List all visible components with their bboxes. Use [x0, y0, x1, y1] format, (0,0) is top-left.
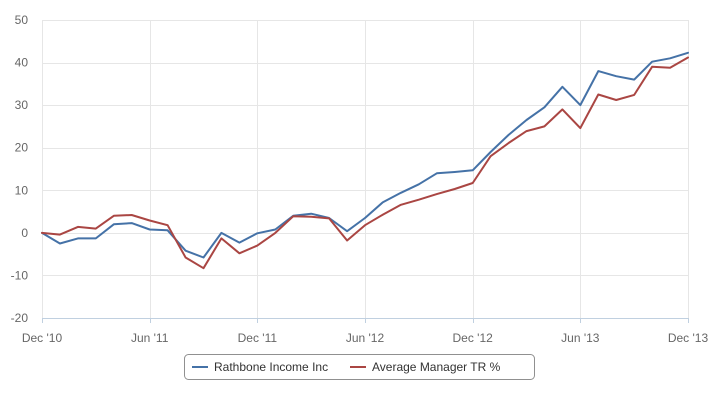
x-tick-label: Jun '12 [346, 331, 385, 345]
legend-label-1[interactable]: Average Manager TR % [372, 360, 501, 374]
y-tick-label: 40 [15, 56, 29, 70]
y-axis: -20 -10 0 10 20 30 40 50 [11, 13, 29, 325]
series-line-0 [41, 51, 689, 259]
y-tick-label: 10 [15, 183, 29, 197]
series-lines [41, 51, 689, 270]
y-tick-label: 0 [21, 226, 28, 240]
x-tick-label: Dec '13 [668, 331, 709, 345]
y-tick-label: 50 [15, 13, 29, 27]
series-line-1 [41, 56, 689, 270]
y-tick-label: -20 [11, 311, 29, 325]
x-axis: Dec '10 Jun '11 Dec '11 Jun '12 Dec '12 Jun '… [22, 318, 709, 345]
x-tick-label: Dec '11 [238, 331, 278, 345]
y-tick-label: 30 [15, 98, 29, 112]
y-tick-label: -10 [11, 268, 29, 282]
x-tick-label: Dec '12 [453, 331, 494, 345]
legend-label-0[interactable]: Rathbone Income Inc [214, 360, 328, 374]
y-tick-label: 20 [15, 141, 29, 155]
x-tick-label: Jun '11 [131, 331, 169, 345]
legend: Rathbone Income Inc Average Manager TR % [184, 354, 535, 380]
x-tick-label: Jun '13 [561, 331, 600, 345]
x-tick-label: Dec '10 [22, 331, 63, 345]
grid [42, 20, 689, 319]
